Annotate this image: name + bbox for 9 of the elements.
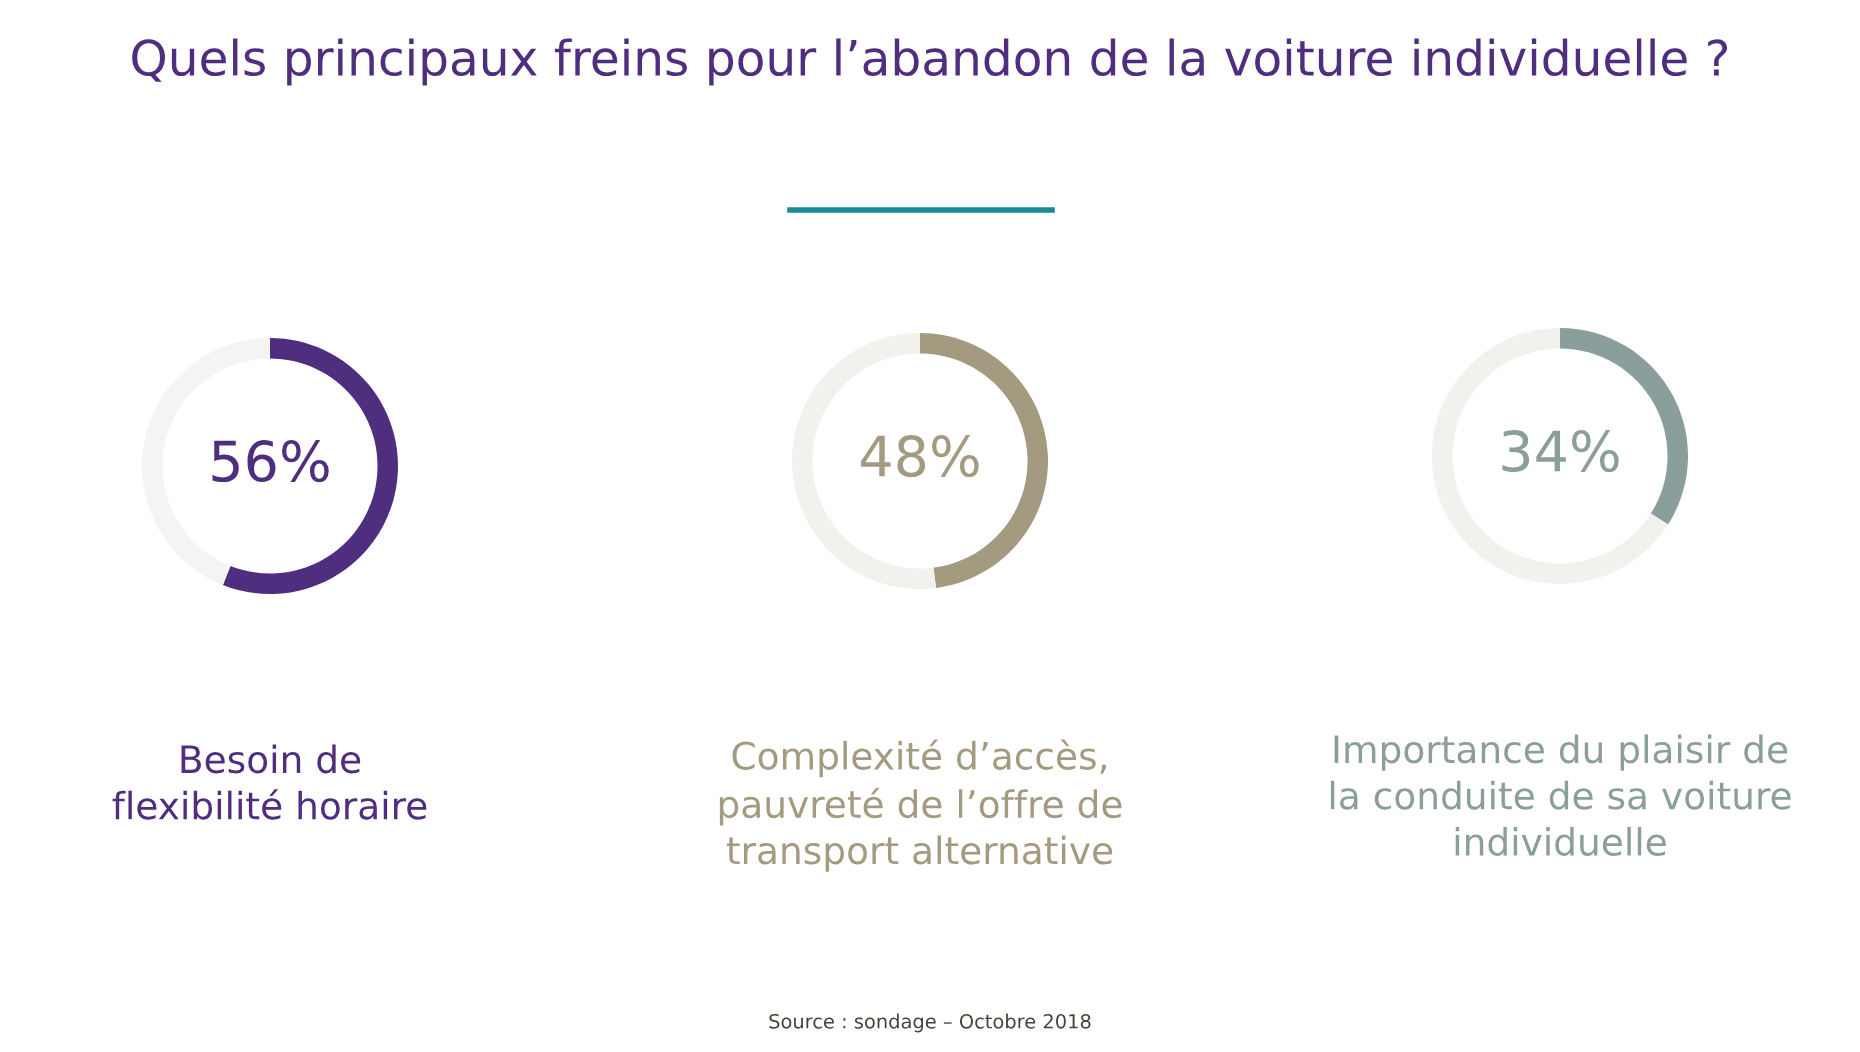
text: Besoin de flexibilité horaire	[112, 744, 427, 820]
data-label: 34%	[1502, 430, 1619, 473]
data-label: 56%	[212, 440, 329, 483]
donut-slice	[1432, 328, 1669, 584]
source-note: Source : sondage – Octobre 2018	[769, 1013, 1091, 1033]
text: Complexité d’accès, pauvreté de l’offre de transport alternative	[719, 739, 1122, 872]
text: Importance du plaisir de la conduite de sa voiture individuelle	[1330, 734, 1791, 856]
data-label: 48%	[860, 435, 979, 478]
text: Quels principaux freins pour l’abandon de la voiture individuelle ?	[132, 38, 1728, 86]
